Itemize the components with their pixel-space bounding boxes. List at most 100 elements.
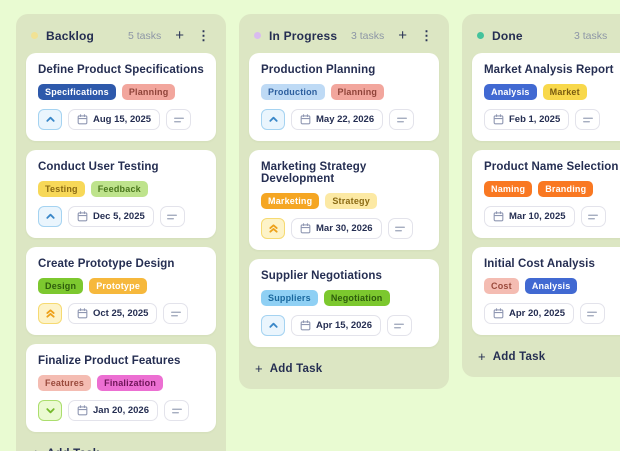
tag: Strategy: [325, 193, 377, 209]
notes-chip[interactable]: [159, 206, 185, 227]
chevron-up-icon: [45, 213, 55, 219]
card-title: Supplier Negotiations: [261, 270, 382, 282]
notes-icon: [396, 117, 407, 122]
column-done: Done 3 tasks + ⋮ Market Analysis Report …: [462, 14, 620, 377]
due-date-chip[interactable]: Oct 25, 2025: [68, 303, 158, 324]
calendar-icon: [77, 211, 88, 222]
priority-badge[interactable]: [261, 315, 285, 336]
add-task-label: Add Task: [492, 350, 546, 363]
notes-chip[interactable]: [575, 109, 601, 130]
notes-chip[interactable]: [164, 400, 189, 421]
card-meta: Apr 20, 2025: [484, 303, 620, 324]
notes-icon: [171, 311, 181, 316]
task-card[interactable]: Product Name Selection Naming Branding M…: [472, 150, 620, 238]
due-date: Apr 20, 2025: [509, 308, 565, 319]
tag: Planning: [121, 84, 176, 100]
due-date-chip[interactable]: Feb 1, 2025: [484, 109, 570, 130]
due-date-chip[interactable]: Jan 20, 2026: [68, 400, 158, 421]
tag: Market: [542, 84, 587, 100]
notes-chip[interactable]: [580, 206, 606, 227]
due-date-chip[interactable]: May 22, 2026: [291, 109, 384, 130]
column-task-count: 5 tasks: [127, 29, 162, 42]
column-header: Backlog 5 tasks + ⋮: [31, 28, 212, 43]
calendar-icon: [77, 405, 88, 416]
notes-chip[interactable]: [579, 303, 605, 324]
column-color-dot: [254, 32, 261, 39]
due-date-chip[interactable]: Apr 15, 2026: [291, 315, 381, 336]
notes-chip[interactable]: [387, 218, 413, 239]
priority-badge[interactable]: [38, 303, 62, 324]
card-title: Marketing Strategy Development: [261, 161, 367, 185]
card-meta: May 22, 2026: [261, 109, 427, 130]
double-chevron-up-icon: [45, 309, 55, 318]
tag-list: Features Finalization: [38, 375, 204, 391]
tag-list: Analysis Market: [484, 84, 620, 100]
tag-list: Cost Analysis: [484, 278, 620, 294]
column-in-progress: In Progress 3 tasks + ⋮ Production Plann…: [239, 14, 449, 389]
chevron-down-icon: [45, 408, 55, 414]
due-date: Jan 20, 2026: [93, 405, 149, 416]
column-menu-button[interactable]: ⋮: [420, 28, 433, 43]
card-title: Market Analysis Report: [484, 64, 614, 76]
task-card[interactable]: Define Product Specifications Specificat…: [26, 53, 216, 141]
tag-list: Suppliers Negotiation: [261, 290, 427, 306]
column-menu-button[interactable]: ⋮: [197, 28, 210, 43]
column-header: Done 3 tasks + ⋮: [477, 28, 620, 43]
add-card-button[interactable]: +: [175, 27, 184, 44]
notes-icon: [394, 323, 405, 328]
column-color-dot: [31, 32, 38, 39]
calendar-icon: [493, 308, 504, 319]
column-title: Done: [492, 28, 523, 43]
add-card-button[interactable]: +: [398, 27, 407, 44]
tag: Branding: [538, 181, 594, 197]
task-card[interactable]: Initial Cost Analysis Cost Analysis Apr …: [472, 247, 620, 335]
plus-icon: +: [478, 349, 486, 364]
due-date: May 22, 2026: [316, 114, 375, 125]
add-task-button[interactable]: + Add Task: [26, 441, 216, 451]
due-date: Mar 10, 2025: [509, 211, 566, 222]
due-date-chip[interactable]: Dec 5, 2025: [68, 206, 154, 227]
tag-list: Naming Branding: [484, 181, 620, 197]
notes-chip[interactable]: [163, 303, 189, 324]
notes-chip[interactable]: [386, 315, 412, 336]
tag: Specifications: [38, 84, 116, 100]
task-card[interactable]: Conduct User Testing Testing Feedback De…: [26, 150, 216, 238]
task-card[interactable]: Finalize Product Features Features Final…: [26, 344, 216, 432]
calendar-icon: [300, 114, 311, 125]
task-card[interactable]: Marketing Strategy Development Marketing…: [249, 150, 439, 250]
column-header: In Progress 3 tasks + ⋮: [254, 28, 435, 43]
notes-chip[interactable]: [389, 109, 415, 130]
add-task-button[interactable]: + Add Task: [472, 344, 620, 367]
task-card[interactable]: Supplier Negotiations Suppliers Negotiat…: [249, 259, 439, 347]
card-title: Production Planning: [261, 64, 376, 76]
calendar-icon: [493, 114, 504, 125]
add-task-label: Add Task: [269, 362, 323, 375]
priority-badge[interactable]: [261, 109, 285, 130]
calendar-icon: [77, 308, 88, 319]
due-date-chip[interactable]: Mar 30, 2026: [291, 218, 382, 239]
card-title: Define Product Specifications: [38, 64, 204, 76]
due-date-chip[interactable]: Apr 20, 2025: [484, 303, 574, 324]
add-task-button[interactable]: + Add Task: [249, 356, 439, 379]
notes-icon: [167, 214, 178, 219]
tag: Negotiation: [323, 290, 390, 306]
due-date: Feb 1, 2025: [509, 114, 561, 125]
priority-badge[interactable]: [38, 400, 62, 421]
priority-badge[interactable]: [261, 218, 285, 239]
card-title: Conduct User Testing: [38, 161, 159, 173]
due-date: Dec 5, 2025: [93, 211, 145, 222]
notes-chip[interactable]: [166, 109, 192, 130]
task-card[interactable]: Market Analysis Report Analysis Market F…: [472, 53, 620, 141]
due-date-chip[interactable]: Aug 15, 2025: [68, 109, 161, 130]
priority-badge[interactable]: [38, 109, 62, 130]
tag: Production: [261, 84, 325, 100]
card-meta: Oct 25, 2025: [38, 303, 204, 324]
task-card[interactable]: Create Prototype Design Design Prototype…: [26, 247, 216, 335]
card-meta: Jan 20, 2026: [38, 400, 204, 421]
card-title: Finalize Product Features: [38, 355, 181, 367]
priority-badge[interactable]: [38, 206, 62, 227]
tag: Design: [38, 278, 84, 294]
tag: Analysis: [524, 278, 578, 294]
due-date-chip[interactable]: Mar 10, 2025: [484, 206, 575, 227]
task-card[interactable]: Production Planning Production Planning …: [249, 53, 439, 141]
